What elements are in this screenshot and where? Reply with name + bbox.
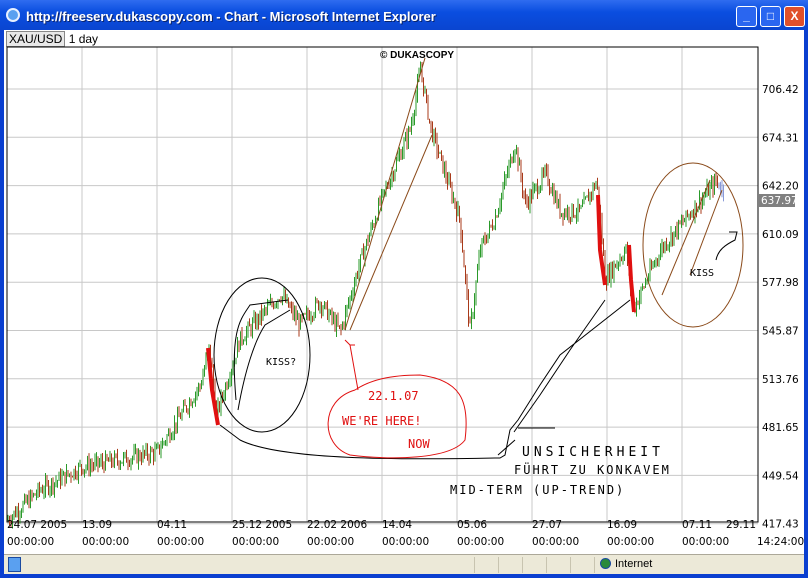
status-bar: Internet: [4, 554, 804, 574]
kiss-channel-left: [233, 299, 291, 411]
y-tick-label: 577.98: [762, 277, 799, 289]
x-tick-time: 00:00:00: [157, 536, 204, 548]
y-tick-label: 513.76: [762, 374, 799, 386]
highlight-drop-2: [596, 194, 607, 286]
title-bar: http://freeserv.dukascopy.com - Chart - …: [0, 0, 808, 30]
x-tick-date: 13.09: [82, 519, 112, 531]
x-tick-date: 22.02 2006: [307, 519, 367, 531]
x-tick-date: 29.11: [726, 519, 756, 531]
highlight-drop-3: [627, 244, 636, 313]
uptrend-channel: [344, 57, 433, 331]
ie-icon: [6, 8, 20, 22]
page-icon: [8, 557, 21, 572]
globe-icon: [600, 558, 611, 569]
x-tick-time: 14:24:00: [757, 536, 804, 548]
symbol-selector[interactable]: XAU/USD: [6, 31, 66, 47]
x-tick-date: 25.12 2005: [232, 519, 292, 531]
german-note-3: MID-TERM (UP-TREND): [450, 483, 625, 497]
x-tick-date: 05.06: [457, 519, 487, 531]
kiss-label-right: KISS: [690, 268, 714, 279]
window-title: http://freeserv.dukascopy.com - Chart - …: [26, 9, 436, 24]
x-tick-time: 00:00:00: [532, 536, 579, 548]
y-tick-label: 706.42: [762, 84, 799, 96]
x-tick-date: 27.07: [532, 519, 562, 531]
channel-right: [661, 179, 723, 296]
y-tick-label: 610.09: [762, 229, 799, 241]
circle-annotation-right: [642, 162, 744, 328]
y-tick-label: 674.31: [762, 132, 799, 144]
black-arrow-lines: [219, 299, 631, 460]
red-bubble: [327, 374, 467, 459]
x-tick-date: 04.11: [157, 519, 187, 531]
y-tick-label: 449.54: [762, 470, 799, 482]
red-arrow: [344, 339, 359, 391]
y-tick-label: 642.20: [762, 181, 799, 193]
minimize-button[interactable]: _: [736, 6, 757, 27]
x-tick-time: 00:00:00: [82, 536, 129, 548]
current-price: 637.97: [761, 195, 798, 207]
x-tick-time: 00:00:00: [7, 536, 54, 548]
y-tick-label: 417.43: [762, 519, 799, 531]
date-note: 22.1.07: [368, 389, 419, 403]
watermark: © DUKASCOPY: [380, 50, 454, 61]
german-note-1: UNSICHERHEIT: [522, 445, 664, 460]
close-button[interactable]: X: [784, 6, 805, 27]
x-tick-date: 16.09: [607, 519, 637, 531]
german-note-2: FÜHRT ZU KONKAVEM: [514, 461, 671, 477]
kiss-arrow-right: [715, 231, 738, 261]
x-tick-date: 24.07 2005: [7, 519, 67, 531]
x-tick-time: 00:00:00: [232, 536, 279, 548]
security-zone: Internet: [615, 558, 653, 570]
maximize-button[interactable]: □: [760, 6, 781, 27]
x-tick-date: 14.04: [382, 519, 412, 531]
y-tick-label: 481.65: [762, 422, 799, 434]
circle-annotation-left: [213, 277, 311, 433]
here-note: WE'RE HERE!: [342, 414, 421, 428]
period-label: 1 day: [68, 32, 99, 46]
x-tick-time: 00:00:00: [607, 536, 654, 548]
y-tick-label: 545.87: [762, 326, 799, 338]
x-tick-time: 00:00:00: [307, 536, 354, 548]
chart-header: XAU/USD 1 day: [6, 31, 99, 47]
x-tick-time: 00:00:00: [457, 536, 504, 548]
kiss-label-left: KISS?: [266, 357, 296, 368]
current-price-tag: [759, 194, 795, 207]
x-tick-time: 00:00:00: [382, 536, 429, 548]
browser-content: [4, 30, 804, 554]
x-tick-time: 00:00:00: [682, 536, 729, 548]
x-tick-date: 07.11: [682, 519, 712, 531]
highlight-drop-1: [206, 347, 220, 426]
now-note: NOW: [408, 437, 430, 451]
plot-frame: [6, 46, 759, 523]
